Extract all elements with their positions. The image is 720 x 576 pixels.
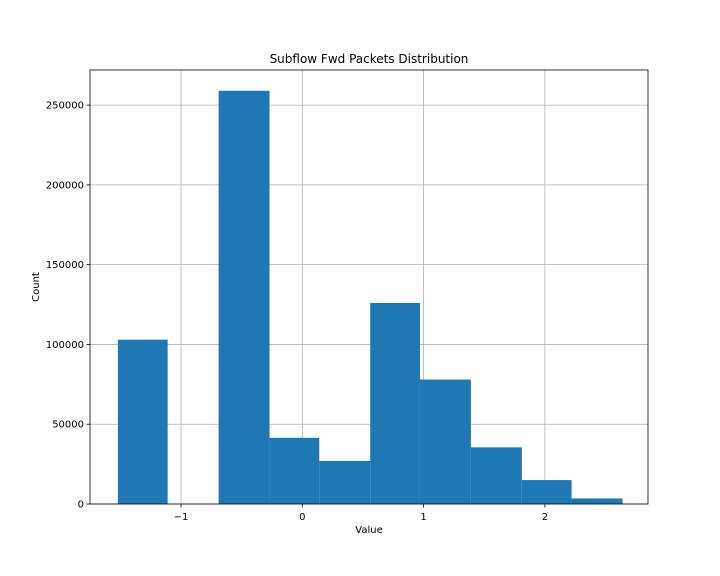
x-axis-ticks: −1 0 1 2 bbox=[174, 504, 548, 523]
y-tick-label: 200000 bbox=[46, 180, 84, 191]
x-tick-label: 1 bbox=[420, 512, 426, 523]
y-tick-label: 100000 bbox=[46, 340, 84, 351]
y-tick-label: 50000 bbox=[52, 420, 84, 431]
chart-title: Subflow Fwd Packets Distribution bbox=[270, 52, 469, 66]
x-tick-label: 2 bbox=[542, 512, 548, 523]
y-tick-label: 150000 bbox=[46, 260, 84, 271]
histogram-bar bbox=[571, 498, 623, 504]
histogram-bar bbox=[470, 447, 522, 504]
plot-frame bbox=[89, 69, 649, 505]
y-axis-ticks: 0 50000 100000 150000 200000 250000 bbox=[46, 101, 90, 511]
histogram-bar bbox=[269, 437, 320, 504]
histogram-bar bbox=[419, 379, 471, 504]
histogram-bar bbox=[370, 302, 420, 504]
histogram-bars bbox=[117, 90, 623, 504]
histogram-bar bbox=[117, 339, 168, 504]
x-axis-label: Value bbox=[355, 525, 382, 536]
histogram-bar bbox=[521, 480, 572, 504]
x-tick-label: −1 bbox=[174, 512, 189, 523]
grid-lines bbox=[90, 70, 648, 505]
y-tick-label: 250000 bbox=[46, 101, 84, 112]
y-axis-label: Count bbox=[31, 272, 42, 302]
x-tick-label: 0 bbox=[299, 512, 305, 523]
y-tick-label: 0 bbox=[78, 500, 84, 511]
histogram-bar bbox=[319, 460, 371, 504]
histogram-bar bbox=[218, 90, 270, 504]
